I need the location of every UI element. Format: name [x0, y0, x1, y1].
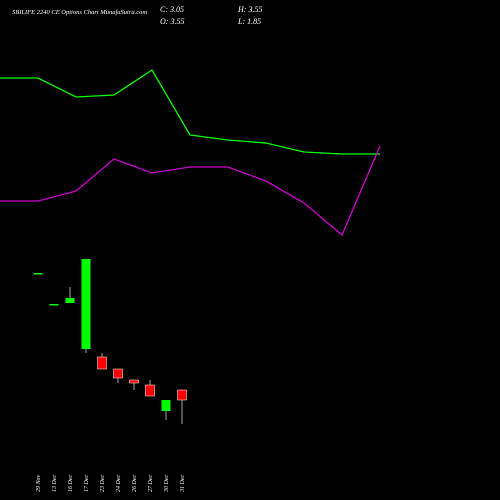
x-tick-label: 29 Nov [36, 474, 42, 492]
candle-body [177, 389, 187, 401]
high-label: H: 3.55 [237, 5, 262, 14]
x-tick-label: 26 Dec [132, 475, 138, 492]
candle-body [81, 259, 91, 349]
candle-body [97, 356, 107, 370]
candle-body [113, 368, 123, 379]
candle-body [49, 304, 59, 306]
open-label: O: 3.55 [160, 17, 184, 26]
indicator-line [0, 69, 380, 155]
x-tick-label: 13 Dec [52, 475, 58, 492]
x-tick-label: 24 Dec [115, 475, 122, 492]
x-tick-label: 27 Dec [148, 475, 154, 492]
x-tick-label: 17 Dec [84, 475, 90, 492]
close-label: C: 3.05 [160, 5, 184, 14]
x-tick-label: 16 Dec [68, 475, 74, 492]
x-tick-label: 23 Dec [100, 475, 106, 492]
candle-body [33, 273, 43, 275]
chart-title: SBILIFE 2240 CE Options Chart MunafaSutr… [12, 9, 147, 16]
candle-body [65, 298, 75, 303]
x-tick-label: 30 Dec [164, 475, 170, 493]
x-tick-label: 31 Dec [180, 475, 186, 493]
indicator-line [0, 145, 381, 237]
candle-body [161, 400, 171, 411]
candle-body [129, 379, 139, 384]
candle-body [145, 384, 155, 397]
low-label: L: 1.85 [237, 17, 261, 26]
